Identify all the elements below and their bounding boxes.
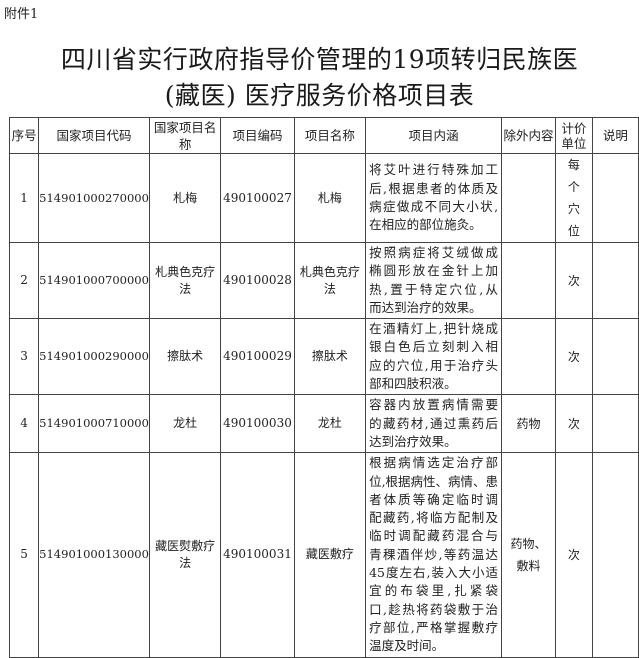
content-line: 部和四肢积液。 [369,376,457,392]
content-line: 在酒精灯上,把针烧成 [369,321,499,337]
header-national-name: 国家项目名称 [148,117,222,154]
cell-unit: 每个穴位 [555,153,593,243]
cell-unit: 次 [555,452,593,658]
cell-note [591,241,639,320]
cell-no: 3 [8,318,40,396]
content-line: 青稞酒伴炒,等药温达 [369,546,499,562]
cell-national-name: 藏医熨敷疗法 [148,452,222,658]
content-line: 在相应的部位施灸。 [369,217,482,233]
cell-note [591,153,639,243]
header-national-code: 国家项目代码 [38,117,150,154]
content-line: 根据病情选定治疗部 [369,455,499,471]
table-header: 序号 国家项目代码 国家项目名称 项目编码 项目名称 项目内涵 除外内容 计价单位 说明 [8,117,639,154]
cell-name: 札梅 [293,153,367,243]
content-line: 容器内放置病情需要 [369,397,499,413]
content-line: 而达到治疗的效果。 [369,299,482,315]
cell-content: 根据病情选定治疗部 位,根据病性、病情、患 者体质等确定临时调 配藏药,将临方配制及临… [365,452,503,658]
cell-note [591,452,639,658]
cell-unit: 次 [555,241,593,320]
table-row: 5 514901000130000 藏医熨敷疗法 490100031 藏医敷疗 根据病情选… [8,452,639,658]
content-line: 位,根据病性、病情、患 [369,473,499,489]
table-row: 3 514901000290000 擦肽术 490100029 擦肽术 在酒精灯上,把针烧… [8,318,639,396]
header-content: 项目内涵 [365,117,503,154]
cell-content: 在酒精灯上,把针烧成 银白色后立刻刺入相 应的穴位,用于治疗头 部和四肢积液。 [365,318,503,396]
cell-national-code: 514901000290000 [38,318,150,396]
content-line: 病症做成不同大小状, [369,199,499,214]
cell-content: 将艾叶进行特殊加工 后,根据患者的体质及 病症做成不同大小状, 在相应的部位施灸。 [365,153,503,243]
content-line: 热,置于特定穴位,从 [369,281,499,297]
cell-code: 490100031 [220,452,295,658]
content-line: 者体质等确定临时调 [369,491,499,507]
cell-unit: 次 [555,394,593,454]
cell-national-name: 札典色克疗法 [148,241,222,320]
table-row: 1 514901000270000 札梅 490100027 札梅 将艾叶进行特殊加工 后,… [8,153,639,243]
content-line: 按照病症将艾绒做成 [369,245,499,260]
cell-name: 擦肽术 [293,318,367,396]
cell-national-code: 514901000710000 [38,394,150,454]
cell-national-code: 514901000130000 [38,452,150,658]
cell-content: 容器内放置病情需要 的藏药材,通过熏药后 达到治疗效果。 [365,394,503,454]
cell-national-name: 龙杜 [148,394,222,454]
cell-no: 5 [8,452,40,658]
cell-name: 札典色克疗法 [293,241,367,320]
attachment-label: 附件1 [4,7,39,22]
content-line: 45度左右,装入大小适 [369,565,499,581]
cell-content: 按照病症将艾绒做成 椭圆形放在金针上加 热,置于特定穴位,从 而达到治疗的效果。 [365,241,503,320]
content-line: 椭圆形放在金针上加 [369,263,499,279]
cell-code: 490100030 [220,394,295,454]
cell-national-code: 514901000270000 [38,153,150,243]
page-title-line2: (藏医) 医疗服务价格项目表 [164,81,475,110]
content-line: 银白色后立刻刺入相 [369,339,499,355]
content-line: 应的穴位,用于治疗头 [369,357,499,373]
content-line: 临时调配藏药混合与 [369,528,499,544]
header-unit: 计价单位 [555,117,593,154]
content-line: 后,根据患者的体质及 [369,180,499,196]
cell-name: 龙杜 [293,394,367,454]
cell-note [591,394,639,454]
cell-national-name: 擦肽术 [148,318,222,396]
header-code: 项目编码 [220,117,295,154]
cell-excluded: 药物 [501,394,557,454]
content-line: 的藏药材,通过熏药后 [369,415,499,431]
content-line: 宜的布袋里,扎紧袋 [369,583,499,599]
content-line: 口,趁热将药袋敷于治 [369,601,499,617]
content-line: 配藏药,将临方配制及 [369,510,499,526]
cell-no: 2 [8,241,40,320]
content-line: 将艾叶进行特殊加工 [369,162,499,178]
table-row: 2 514901000700000 札典色克疗法 490100028 札典色克疗法 按照病… [8,241,639,320]
cell-excluded [501,318,557,396]
cell-code: 490100027 [220,153,295,243]
cell-unit: 次 [555,318,593,396]
cell-excluded [501,153,557,243]
header-no: 序号 [8,117,40,154]
cell-code: 490100028 [220,241,295,320]
content-line: 温度及时间。 [369,638,445,654]
header-note: 说明 [591,117,639,154]
cell-excluded [501,241,557,320]
header-excluded: 除外内容 [501,117,557,154]
table-row: 4 514901000710000 龙杜 490100030 龙杜 容器内放置病情需要 的藏… [8,394,639,454]
cell-no: 4 [8,394,40,454]
content-line: 疗部位,严格掌握敷疗 [369,619,499,635]
cell-national-code: 514901000700000 [38,241,150,320]
cell-note [591,318,639,396]
cell-excluded: 药物、敷料 [501,452,557,658]
cell-no: 1 [8,153,40,243]
cell-code: 490100029 [220,318,295,396]
page-title-line1: 四川省实行政府指导价管理的19项转归民族医 [60,45,579,74]
cell-name: 藏医敷疗 [293,452,367,658]
price-items-table: 序号 国家项目代码 国家项目名称 项目编码 项目名称 项目内涵 除外内容 计价单位 说明 1 51… [8,117,639,658]
cell-national-name: 札梅 [148,153,222,243]
header-name: 项目名称 [293,117,367,154]
content-line: 达到治疗效果。 [369,433,457,449]
